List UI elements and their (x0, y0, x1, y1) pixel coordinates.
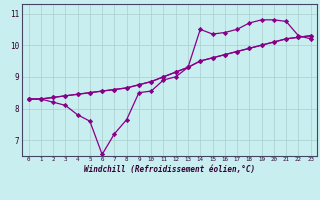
X-axis label: Windchill (Refroidissement éolien,°C): Windchill (Refroidissement éolien,°C) (84, 165, 255, 174)
